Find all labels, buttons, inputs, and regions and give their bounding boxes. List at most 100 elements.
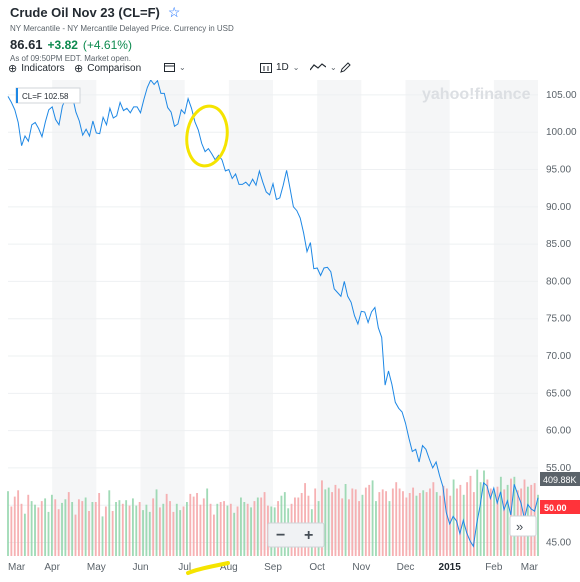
volume-bar xyxy=(462,494,465,556)
chevron-down-icon: ⌄ xyxy=(292,63,300,72)
volume-bar xyxy=(17,490,20,556)
volume-bar xyxy=(263,492,266,556)
comparison-button[interactable]: ⊕ Comparison xyxy=(74,62,141,75)
volume-bar xyxy=(206,488,209,556)
month-band xyxy=(140,80,185,550)
volume-bar xyxy=(405,497,408,556)
x-tick-label: Dec xyxy=(397,562,415,573)
volume-bar xyxy=(196,493,198,556)
volume-bar xyxy=(260,497,263,556)
plus-circle-icon: ⊕ xyxy=(8,63,18,75)
volume-bar xyxy=(101,516,104,556)
last-price-tag: 50.00 xyxy=(540,500,580,514)
x-tick-label: Mar xyxy=(521,562,539,573)
volume-bar xyxy=(391,488,394,556)
volume-bar xyxy=(243,502,246,556)
y-tick-label: 60.00 xyxy=(546,426,571,437)
chart-area[interactable]: yahoo!finance 105.00 100.00 95.00 90.00 85.0… xyxy=(0,79,580,577)
volume-bar xyxy=(165,493,168,556)
volume-bar xyxy=(402,491,404,556)
volume-bar xyxy=(321,480,323,556)
volume-bar xyxy=(81,501,84,556)
date-range-button[interactable]: ⌄ xyxy=(164,62,186,72)
volume-bar xyxy=(142,510,144,556)
zoom-controls: − + xyxy=(267,522,325,548)
volume-bar xyxy=(162,503,165,556)
volume-bar xyxy=(61,502,63,556)
volume-bar xyxy=(118,500,121,556)
y-tick-label: 95.00 xyxy=(546,165,571,176)
interval-button[interactable]: 1D ⌄ xyxy=(260,62,300,73)
y-tick-label: 80.00 xyxy=(546,276,571,287)
volume-bar xyxy=(23,513,26,556)
double-chevron-right-icon: » xyxy=(516,519,523,534)
volume-bar xyxy=(20,503,23,556)
volume-bar xyxy=(182,506,185,556)
scroll-latest-button[interactable]: » xyxy=(509,515,537,537)
star-icon[interactable]: ☆ xyxy=(167,4,181,20)
volume-bar xyxy=(503,489,506,556)
draw-button[interactable] xyxy=(340,62,351,73)
current-price: 86.61 xyxy=(10,37,43,52)
volume-bar xyxy=(331,492,333,556)
volume-bar xyxy=(202,498,205,556)
volume-bar xyxy=(368,484,371,556)
volume-bar xyxy=(398,488,401,556)
volume-bar xyxy=(334,484,337,556)
volume-bar xyxy=(425,492,428,556)
volume-bar xyxy=(439,495,442,556)
price-line xyxy=(7,79,539,548)
candle-icon xyxy=(260,62,272,73)
legend-box[interactable]: CL=F 102.58 xyxy=(15,87,81,104)
plus-circle-icon: ⊕ xyxy=(74,63,84,75)
volume-bar xyxy=(67,492,70,556)
chevron-down-icon: ⌄ xyxy=(330,62,337,72)
volume-bar xyxy=(189,493,192,556)
volume-bar xyxy=(341,498,344,556)
volume-bar xyxy=(135,505,138,556)
volume-bar xyxy=(240,497,242,556)
volume-bar xyxy=(304,483,306,556)
volume-bar xyxy=(418,493,421,556)
volume-bar xyxy=(385,491,388,556)
volume-bar xyxy=(412,487,415,556)
volume-bar xyxy=(10,506,13,556)
volume-bar xyxy=(192,496,195,556)
volume-bar xyxy=(74,514,77,556)
volume-bar xyxy=(344,484,347,556)
zoom-in-button[interactable]: + xyxy=(304,527,313,544)
volume-bar xyxy=(442,485,445,556)
volume-bar xyxy=(155,489,158,556)
volume-bar xyxy=(499,476,502,556)
zoom-out-button[interactable]: − xyxy=(276,527,285,544)
volume-bar xyxy=(408,493,411,556)
volume-bar xyxy=(94,502,97,556)
price-chart[interactable]: yahoo!finance 105.00 100.00 95.00 90.00 85.0… xyxy=(0,79,580,577)
volume-bar xyxy=(429,488,431,556)
chart-type-button[interactable]: ⌄ xyxy=(310,62,337,72)
volume-bar xyxy=(233,512,236,556)
volume-bar xyxy=(152,498,155,556)
volume-bar xyxy=(361,494,364,556)
x-tick-label: Sep xyxy=(264,562,282,573)
x-tick-label: Aug xyxy=(220,562,238,573)
volume-bar xyxy=(175,503,178,556)
volume-bar xyxy=(91,502,94,556)
volume-bar xyxy=(327,487,330,556)
x-axis-labels: Mar Apr May Jun Jul Aug Sep Oct Nov Dec 2015 Feb Mar xyxy=(8,562,539,573)
quote-subtitle: NY Mercantile - NY Mercantile Delayed Pr… xyxy=(10,24,234,33)
y-tick-label: 85.00 xyxy=(546,239,571,250)
x-tick-label: Jul xyxy=(178,562,191,573)
x-tick-label: Nov xyxy=(352,562,370,573)
volume-value-tag: 409.88K xyxy=(540,472,580,486)
volume-bar xyxy=(337,488,340,556)
volume-bar xyxy=(314,488,317,556)
volume-bar xyxy=(44,498,47,556)
volume-bar xyxy=(256,497,259,556)
x-tick-label: Mar xyxy=(8,562,26,573)
volume-bar xyxy=(253,501,256,556)
indicators-button[interactable]: ⊕ Indicators xyxy=(8,62,65,75)
volume-bar xyxy=(104,506,107,556)
month-band xyxy=(405,80,450,550)
volume-bar xyxy=(125,500,128,556)
